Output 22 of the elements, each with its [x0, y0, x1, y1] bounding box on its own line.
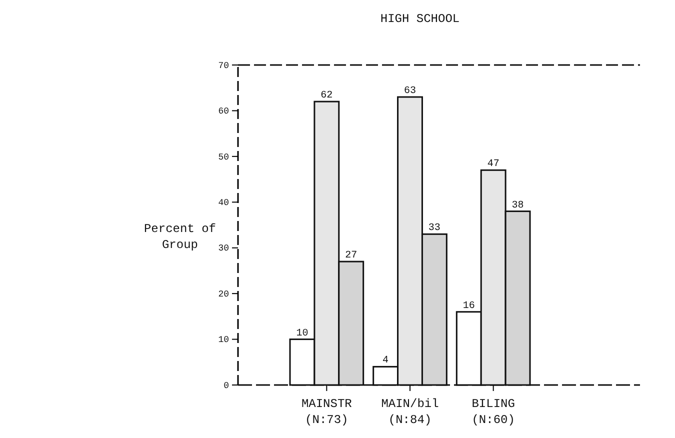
data-label: 47 [487, 159, 500, 170]
x-tick-label: MAINSTR (N:73) [301, 397, 352, 427]
x-tick-label: BILING (N:60) [472, 397, 515, 427]
y-tick-label: 10 [218, 335, 229, 346]
data-label: 16 [462, 300, 475, 312]
y-tick-label: 60 [218, 106, 229, 117]
chart-title: HIGH SCHOOL [380, 12, 460, 26]
data-label: 27 [345, 250, 358, 262]
data-label: 63 [404, 86, 416, 97]
y-tick-label: 40 [218, 198, 229, 208]
y-tick-label: 50 [218, 152, 229, 162]
y-tick-label: 70 [218, 60, 229, 71]
data-label: 62 [320, 90, 333, 102]
data-label: 4 [382, 356, 389, 367]
y-axis-title: Percent of Group [144, 222, 216, 252]
data-label: 33 [428, 223, 440, 234]
y-tick-label: 20 [218, 289, 229, 300]
y-tick-label: 0 [224, 380, 229, 391]
data-label: 10 [296, 328, 308, 340]
y-tick-label: 30 [218, 244, 229, 254]
x-tick-label: MAIN/bil (N:84) [381, 397, 439, 427]
data-label: 38 [512, 200, 524, 212]
